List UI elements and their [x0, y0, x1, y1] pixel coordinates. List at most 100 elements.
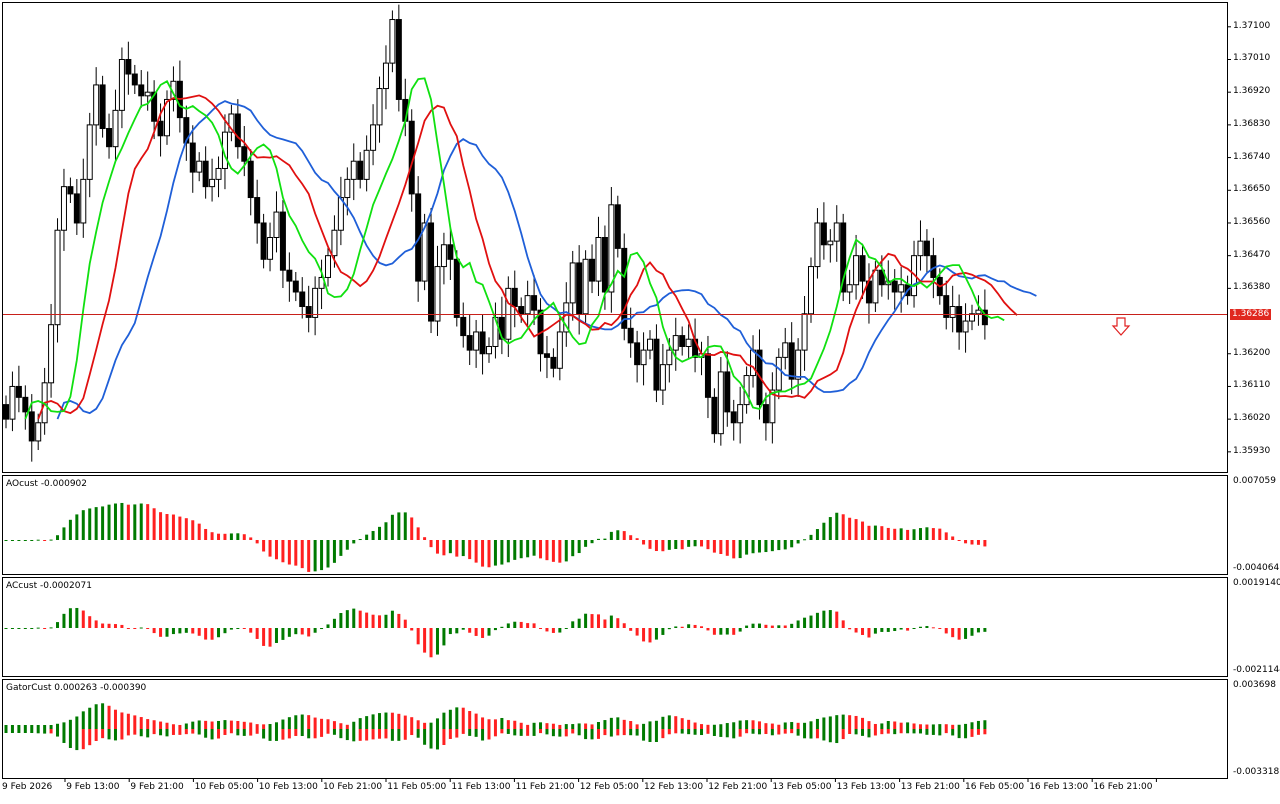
ac-bar — [790, 623, 794, 628]
ac-pane[interactable] — [2, 577, 1228, 677]
ac-bar — [577, 618, 581, 628]
gator-upper-bar — [815, 718, 819, 729]
ac-bar — [75, 607, 79, 628]
gator-upper-bar — [397, 713, 401, 729]
ao-bar — [783, 540, 787, 550]
time-tick-label: 11 Feb 21:00 — [515, 782, 575, 792]
ac-bar — [4, 628, 8, 629]
ac-bar — [880, 628, 884, 632]
gator-lower-bar — [680, 729, 684, 734]
ac-bar — [56, 622, 60, 628]
gator-lower-bar — [661, 729, 665, 739]
ac-bar — [738, 628, 742, 632]
gator-lower-bar — [390, 729, 394, 741]
gator-lower-bar — [500, 729, 504, 734]
gator-lower-bar — [590, 729, 594, 740]
gator-upper-bar — [571, 724, 575, 729]
ao-bar — [165, 514, 169, 540]
candle-body — [312, 287, 319, 318]
ac-bar — [365, 612, 369, 628]
gator-upper-bar — [184, 723, 188, 729]
ac-bar — [384, 614, 388, 628]
ao-pane[interactable] — [2, 475, 1228, 575]
gator-lower-bar — [461, 729, 465, 734]
time-tick-label: 12 Feb 13:00 — [644, 782, 704, 792]
gator-lower-bar — [268, 729, 272, 741]
price-tick-label: 1.36560 — [1233, 216, 1271, 227]
gator-title: GatorCust 0.000263 -0.000390 — [6, 683, 147, 693]
candle-body — [196, 160, 203, 173]
candle-body — [382, 62, 389, 90]
gator-lower-bar — [609, 729, 613, 737]
ac-bar — [906, 628, 910, 631]
gator-upper-bar — [564, 724, 568, 729]
ac-bar — [629, 628, 633, 631]
ao-bar — [912, 529, 916, 540]
ac-bar — [204, 628, 208, 640]
gator-upper-bar — [822, 717, 826, 729]
candle-body — [853, 255, 860, 286]
ao-bar — [719, 540, 723, 555]
candle-body — [370, 124, 377, 151]
gator-upper-bar — [300, 714, 304, 729]
candle-body — [840, 222, 847, 293]
gator-lower-bar — [835, 729, 839, 744]
gator-upper-bar — [326, 719, 330, 729]
ac-bar — [410, 628, 414, 631]
ao-bar — [429, 540, 433, 548]
gator-upper-bar — [976, 720, 980, 729]
ac-bar — [81, 610, 85, 628]
ac-histogram — [4, 607, 987, 658]
gator-lower-bar — [397, 729, 401, 741]
ac-bar — [519, 621, 523, 628]
ao-bar — [854, 519, 858, 540]
gator-upper-bar — [938, 724, 942, 729]
ac-bar — [635, 628, 639, 636]
gator-lower-bar — [822, 729, 826, 741]
candle-body — [22, 396, 29, 413]
gator-upper-bar — [667, 715, 671, 729]
gator-upper-bar — [255, 724, 259, 729]
candle-body — [659, 364, 666, 391]
ac-bar — [455, 628, 459, 634]
candle-body — [118, 58, 125, 111]
ac-bar — [101, 623, 105, 628]
gator-upper-bar — [435, 718, 439, 729]
time-tick-label: 13 Feb 13:00 — [836, 782, 896, 792]
current-price-tag: 1.36286 — [1230, 309, 1272, 320]
ao-bar — [139, 503, 143, 540]
price-axis-ticks — [64, 26, 1231, 782]
candle-body — [93, 84, 100, 126]
gator-lower-bar — [983, 729, 987, 735]
gator-lower-bar — [146, 729, 150, 738]
ao-bar — [629, 535, 633, 540]
candle-body — [241, 146, 248, 162]
gator-upper-bar — [674, 716, 678, 729]
candle-body — [943, 295, 950, 318]
gator-lower-bar — [616, 729, 620, 736]
gator-upper-bar — [197, 720, 201, 729]
ac-bar — [197, 628, 201, 636]
gator-lower-bar — [81, 729, 85, 750]
ac-bar — [435, 628, 439, 655]
gator-upper-bar — [803, 722, 807, 729]
ao-bar — [101, 506, 105, 540]
ac-bar — [564, 628, 568, 629]
gator-lower-bar — [4, 729, 8, 733]
ao-min-label: -0.004064 — [1233, 563, 1280, 573]
ac-bar — [886, 628, 890, 632]
candle-body — [511, 287, 518, 308]
ac-bar — [700, 626, 704, 628]
candle-body — [569, 262, 576, 304]
gator-lower-bar — [551, 729, 555, 737]
ac-title: ACcust -0.0002071 — [6, 581, 92, 591]
gator-lower-bar — [519, 729, 523, 736]
gator-lower-bar — [712, 729, 716, 736]
gator-upper-bar — [474, 713, 478, 729]
ao-bar — [519, 540, 523, 559]
gator-upper-bar — [171, 724, 175, 729]
ao-bar — [397, 512, 401, 540]
ac-bar — [757, 623, 761, 628]
